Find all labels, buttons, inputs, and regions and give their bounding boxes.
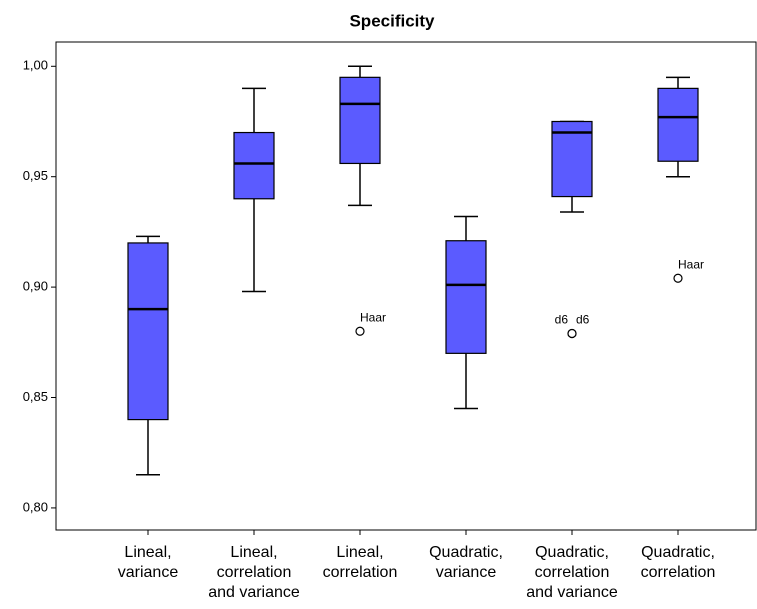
box: [551, 120, 593, 198]
box: [127, 242, 169, 421]
x-tick-label: correlation: [641, 564, 716, 581]
y-tick-label: 0,90: [23, 279, 48, 294]
x-tick-label: and variance: [526, 584, 618, 601]
outlier-label: Haar: [360, 310, 386, 324]
y-tick-label: 0,85: [23, 389, 48, 404]
x-tick-label: variance: [436, 564, 497, 581]
plot-frame: [55, 41, 757, 531]
outlier-label: d6: [555, 313, 569, 327]
outlier: [355, 326, 365, 336]
chart-title: Specificity: [349, 11, 435, 30]
outlier: [673, 273, 683, 283]
y-tick-label: 1,00: [23, 58, 48, 73]
x-tick-label: variance: [118, 564, 179, 581]
x-tick-label: correlation: [323, 564, 398, 581]
x-tick-label: correlation: [217, 564, 292, 581]
box: [233, 131, 275, 200]
x-tick-label: Lineal,: [230, 544, 277, 561]
box: [657, 87, 699, 162]
outlier-label: d6: [576, 313, 590, 327]
box: [445, 240, 487, 354]
x-tick-label: Lineal,: [124, 544, 171, 561]
box: [339, 76, 381, 165]
y-tick-label: 0,95: [23, 168, 48, 183]
x-tick-label: Lineal,: [336, 544, 383, 561]
x-tick-label: Quadratic,: [641, 544, 715, 561]
y-tick-label: 0,80: [23, 499, 48, 514]
outlier: [567, 328, 577, 339]
outlier-label: Haar: [678, 257, 704, 271]
x-tick-label: Quadratic,: [535, 544, 609, 561]
x-tick-label: and variance: [208, 584, 300, 601]
x-tick-label: correlation: [535, 564, 610, 581]
x-tick-label: Quadratic,: [429, 544, 503, 561]
